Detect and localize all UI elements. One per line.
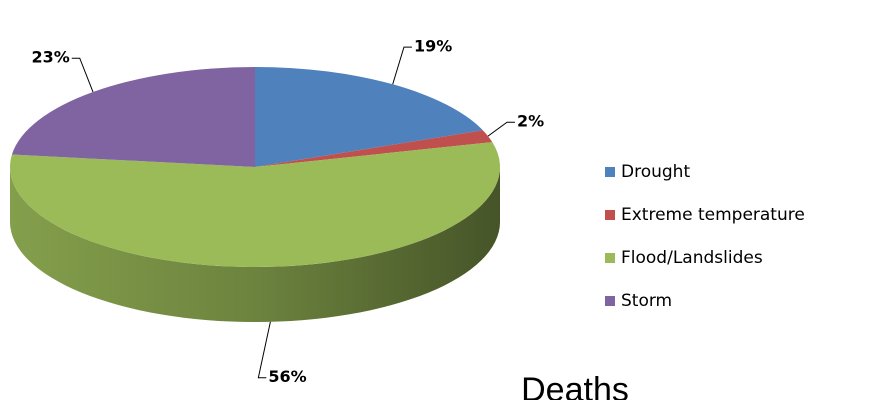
leader-line [487, 121, 516, 137]
data-label: 23% [31, 48, 69, 67]
slice [11, 67, 255, 167]
leader-line [71, 57, 94, 93]
leader-line [392, 46, 412, 85]
slice [9, 142, 501, 268]
legend-label: Extreme temperature [621, 205, 805, 225]
legend-swatch [605, 210, 615, 220]
legend-label: Drought [621, 162, 690, 182]
data-label: 2% [517, 112, 544, 131]
legend-swatch [605, 167, 615, 177]
slice [255, 67, 483, 167]
legend-swatch [605, 253, 615, 263]
leader-line [257, 321, 271, 379]
slice-side-shade [10, 167, 500, 322]
legend-swatch [605, 296, 615, 306]
slice [255, 130, 493, 167]
data-label: 19% [414, 37, 452, 56]
legend-label: Storm [621, 291, 672, 311]
data-label: 56% [268, 367, 306, 386]
legend-label: Flood/Landslides [621, 248, 763, 268]
chart-title: Deaths [521, 371, 629, 400]
